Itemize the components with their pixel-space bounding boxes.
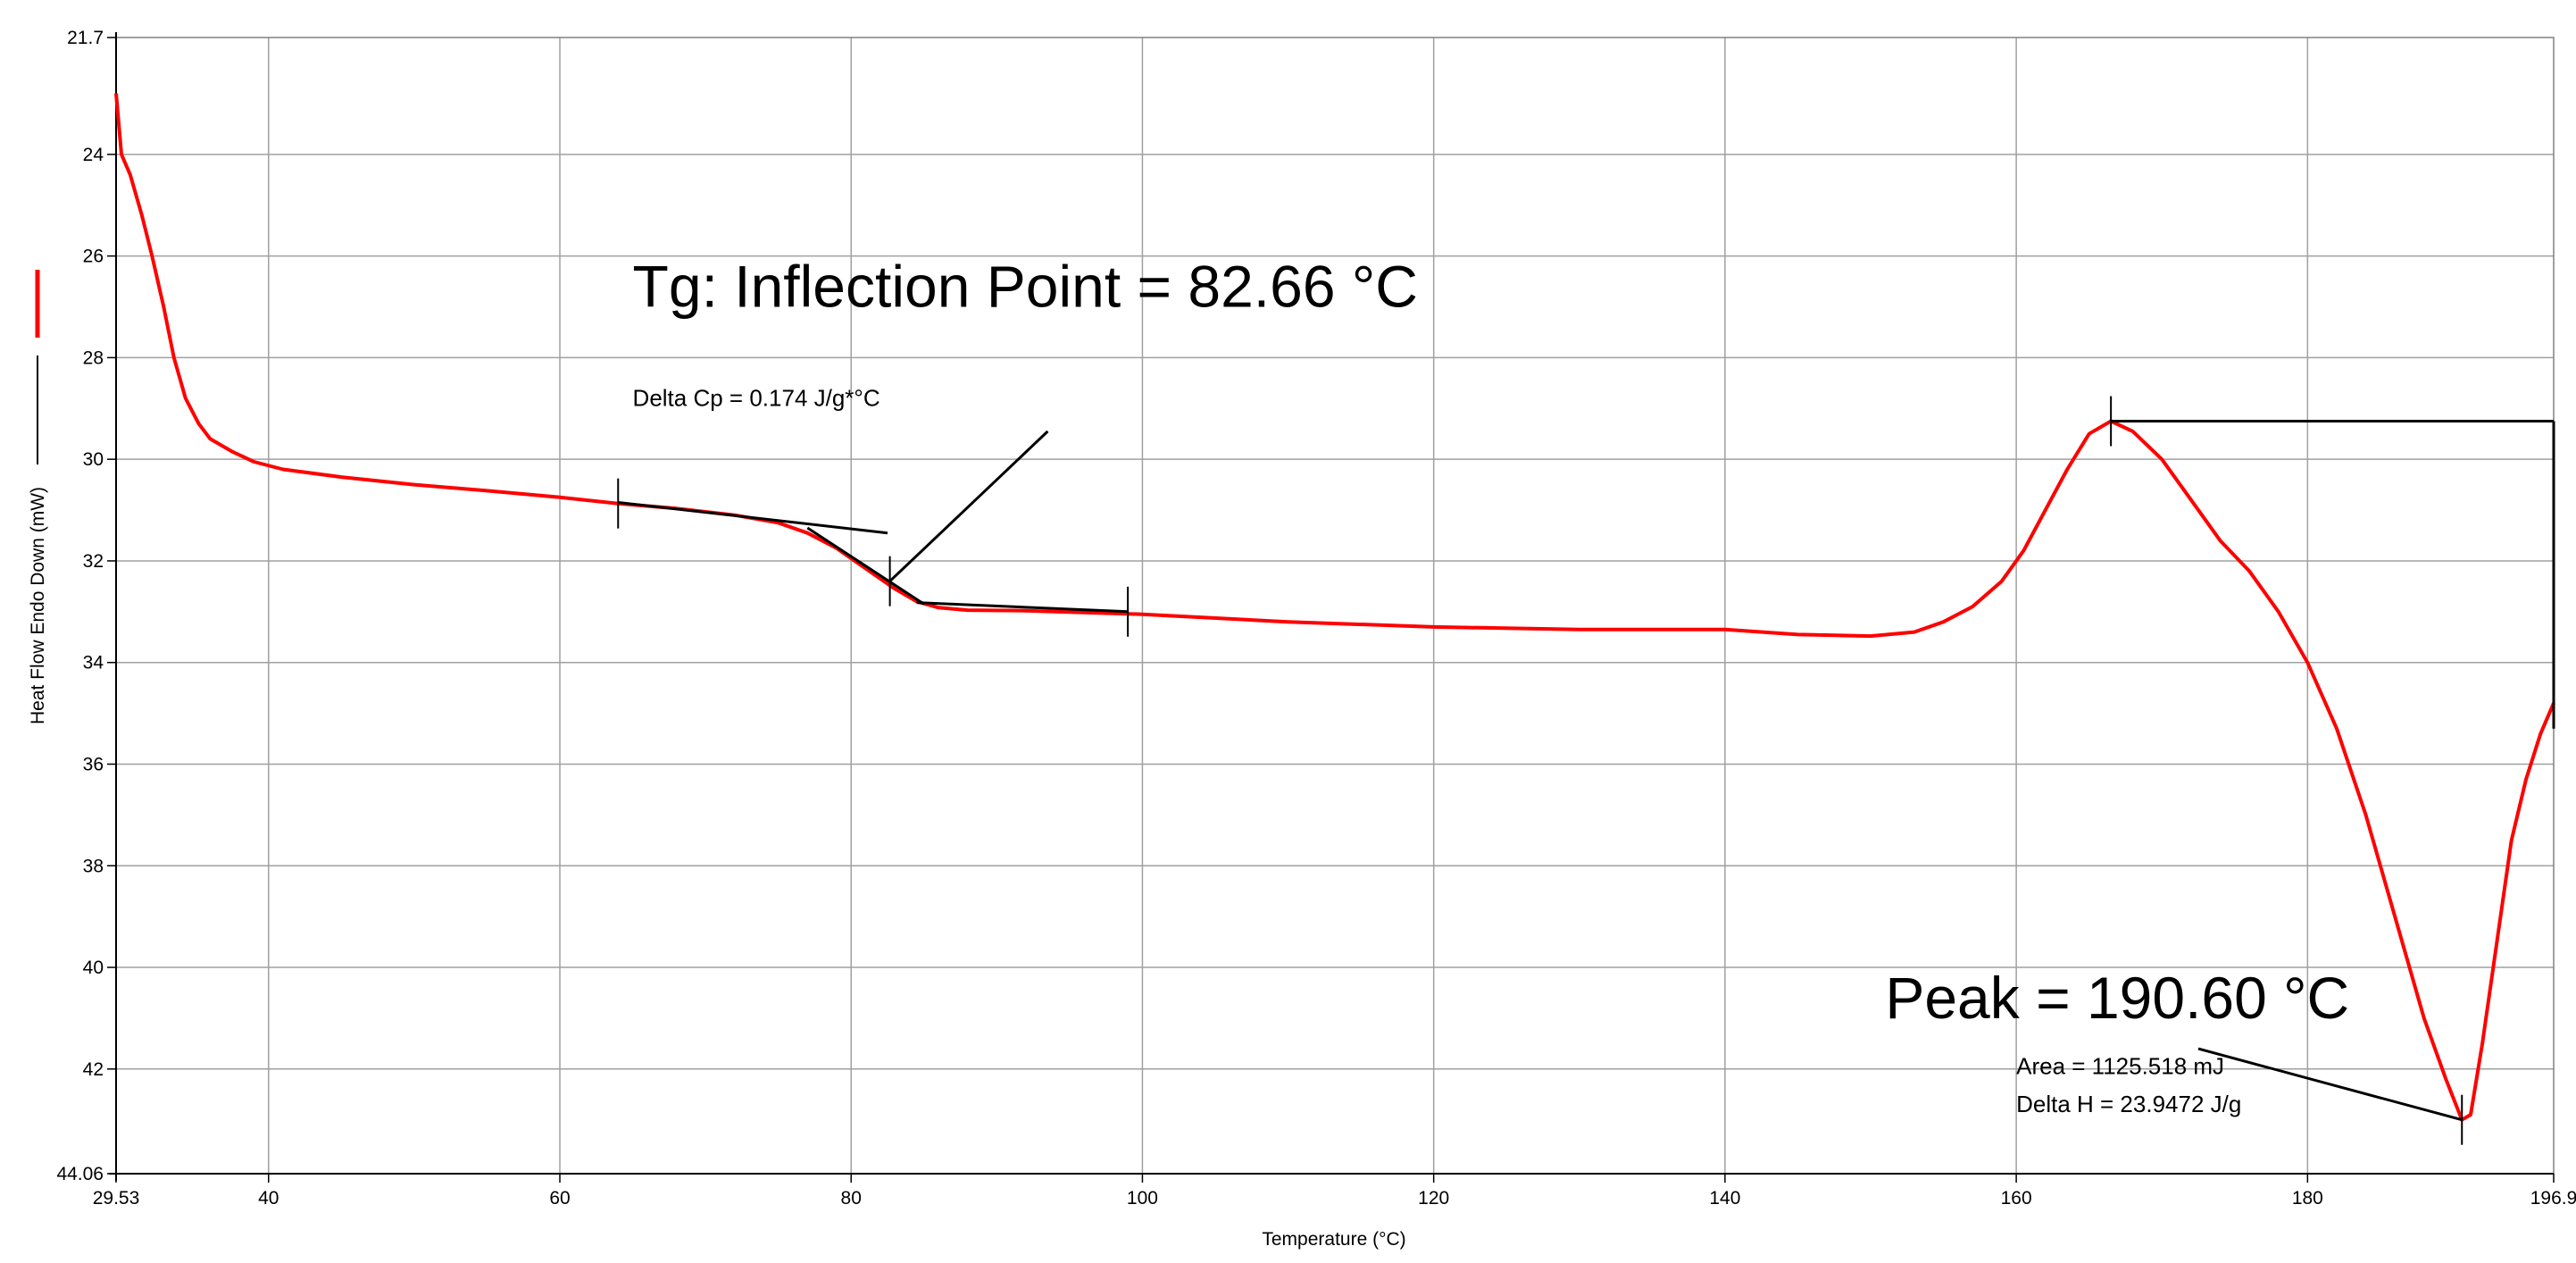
y-tick-label: 44.06: [56, 1164, 104, 1184]
series-line-heat-flow: [114, 93, 2555, 1122]
peak-label: Peak = 190.60 °C: [1885, 965, 2349, 1031]
x-tick-label: 120: [1418, 1188, 1449, 1209]
x-tick-label: 196.9: [2530, 1188, 2576, 1209]
y-tick-label: 30: [83, 449, 104, 470]
tg-inflection-label: Tg: Inflection Point = 82.66 °C: [633, 254, 1418, 320]
y-tick-label: 24: [83, 145, 104, 165]
y-tick-label: 32: [83, 551, 104, 572]
x-tick-label: 60: [549, 1188, 570, 1209]
x-tick-label: 80: [841, 1188, 862, 1209]
series: [114, 93, 2555, 1122]
x-tick-label: 180: [2292, 1188, 2323, 1209]
area-label: Area = 1125.518 mJ: [2016, 1053, 2224, 1080]
y-tick-label: 28: [83, 347, 104, 368]
tick-labels: 29.53 40 60 80 100 120 140 160 180 196.9 21.7 24 26 2…: [56, 28, 2576, 1209]
x-tick-label: 140: [1709, 1188, 1740, 1209]
tg-leader-line: [888, 430, 1049, 582]
grid: [116, 38, 2554, 1174]
glass-transition-tangent-end: [916, 601, 1129, 614]
annotations: Tg: Inflection Point = 82.66 °C Delta Cp …: [633, 254, 2350, 1118]
y-tick-label: 21.7: [67, 28, 104, 48]
delta-cp-label: Delta Cp = 0.174 J/g*°C: [633, 384, 880, 411]
x-tick-label: 29.53: [93, 1188, 140, 1209]
y-tick-label: 36: [83, 754, 104, 774]
x-tick-label: 40: [258, 1188, 279, 1209]
analysis-lines: [618, 420, 2555, 1122]
x-tick-label: 100: [1127, 1188, 1158, 1209]
x-axis-title: Temperature (°C): [1262, 1229, 1405, 1250]
y-tick-label: 38: [83, 856, 104, 876]
x-tick-label: 160: [2001, 1188, 2032, 1209]
peak-leader-line: [2197, 1047, 2463, 1122]
y-axis-title: Heat Flow Endo Down (mW): [28, 487, 48, 724]
glass-transition-tangent-onset: [618, 501, 888, 535]
y-tick-label: 34: [83, 653, 104, 673]
plot-background: [116, 38, 2554, 1174]
y-tick-label: 40: [83, 958, 104, 978]
delta-h-label: Delta H = 23.9472 J/g: [2016, 1091, 2241, 1117]
y-tick-label: 42: [83, 1059, 104, 1080]
glass-transition-tangent-mid: [806, 526, 925, 606]
y-axis-title-group: Heat Flow Endo Down (mW): [28, 487, 48, 724]
y-tick-label: 26: [83, 247, 104, 267]
markers: [617, 396, 2463, 1145]
